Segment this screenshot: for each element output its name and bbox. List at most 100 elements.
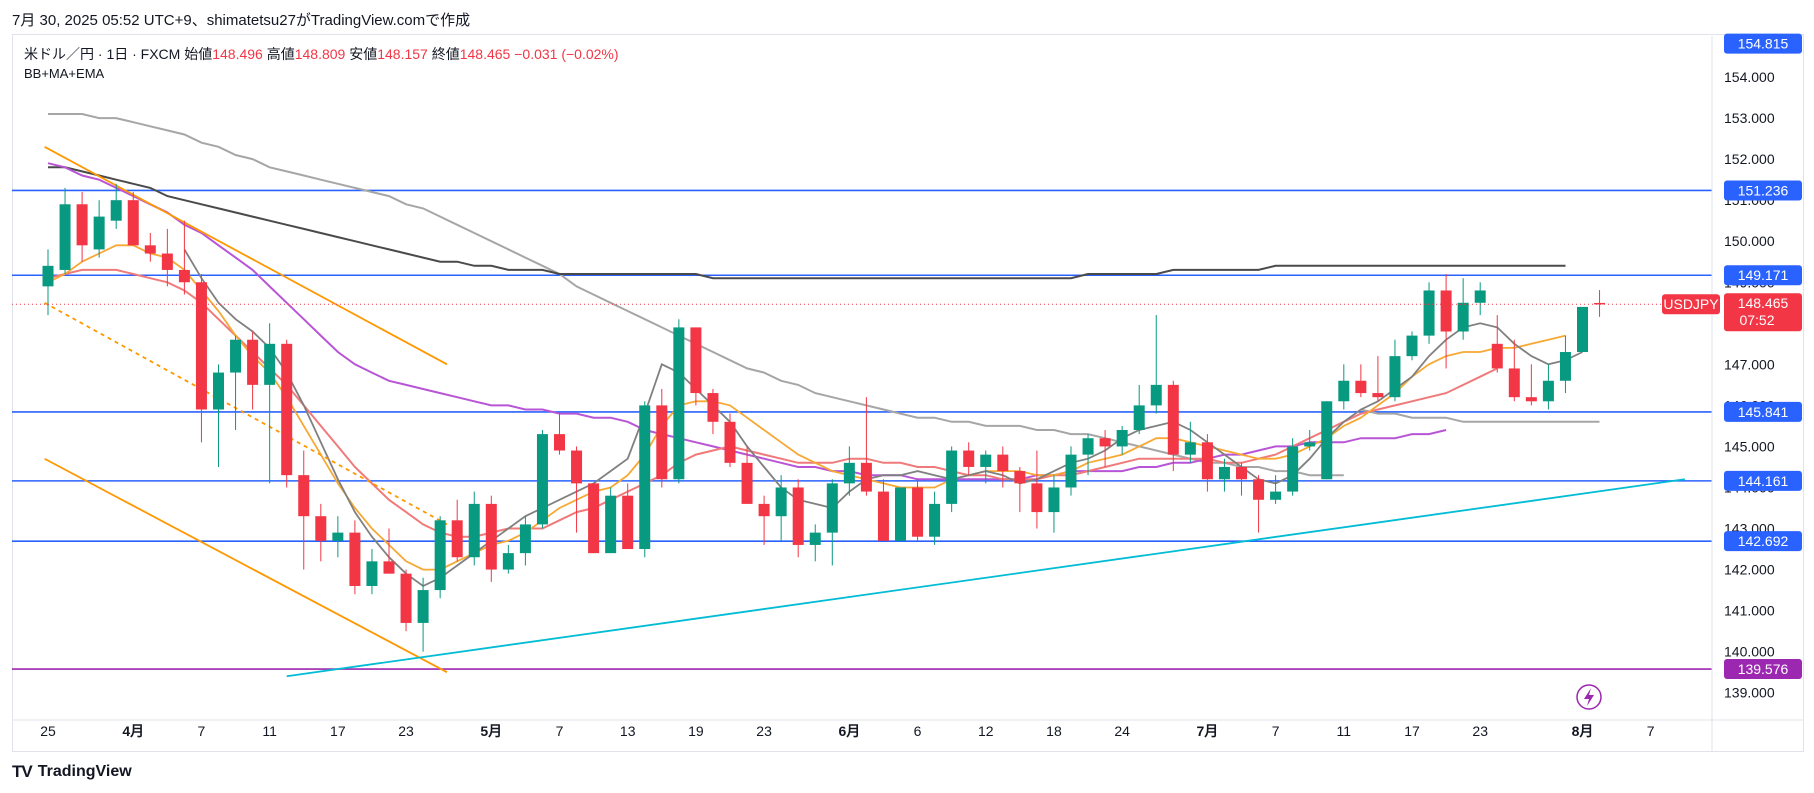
footer-brand[interactable]: TV TradingView: [12, 762, 132, 782]
candle-body: [1116, 430, 1128, 447]
chart-header-timestamp: 7月 30, 2025 05:52 UTC+9、shimatetsu27がTra…: [12, 12, 471, 29]
time-tick-label: 7: [1272, 723, 1280, 739]
legend-high: 148.809: [294, 46, 346, 62]
candle-body: [213, 372, 224, 410]
tradingview-logo-icon: TV: [12, 762, 33, 781]
candle: [673, 319, 685, 484]
candle-body: [1559, 352, 1571, 381]
candle: [809, 524, 821, 562]
time-tick-label: 17: [1404, 723, 1420, 739]
candle-body: [588, 483, 600, 554]
candle: [332, 516, 344, 558]
candle-body: [110, 200, 122, 221]
candle: [93, 200, 105, 258]
candle-body: [997, 454, 1009, 472]
candle-body: [1423, 290, 1435, 336]
level-price-tag-bg: [1724, 265, 1802, 286]
candle-body: [1031, 483, 1043, 513]
legend-low: 148.157: [377, 46, 428, 62]
time-tick-label: 8月: [1572, 723, 1594, 739]
candle-body: [281, 343, 293, 476]
candle-body: [1133, 405, 1145, 431]
candle: [843, 446, 855, 496]
candle-body: [1355, 380, 1367, 394]
level-price-tag: 144.161: [1724, 470, 1802, 491]
candle-body: [519, 524, 531, 554]
candle: [860, 397, 872, 496]
alert-lightning-icon[interactable]: [1576, 684, 1602, 710]
candle: [76, 191, 88, 262]
candle-body: [1270, 491, 1282, 500]
legend-high-label: 高値: [266, 46, 295, 62]
candle-body: [792, 487, 804, 545]
candle: [1184, 421, 1196, 463]
candle: [707, 388, 719, 435]
candle-body: [895, 487, 906, 541]
candle: [1423, 282, 1435, 344]
candle-body: [1218, 466, 1230, 480]
candle-body: [1184, 442, 1196, 455]
time-tick-label: 12: [978, 723, 994, 739]
candle: [622, 483, 634, 550]
price-tick-label: 152.000: [1724, 151, 1775, 167]
candle: [1218, 458, 1230, 492]
time-axis[interactable]: 25 4月 7 11 17 23 5月 7 13 19 23 6月 6 12 18 24 7月 7 11 17 23 8月…: [12, 719, 1804, 739]
candle: [1236, 462, 1247, 496]
candle-body: [1321, 401, 1333, 480]
candle: [178, 220, 190, 295]
candle: [1457, 278, 1469, 340]
symbol-tag-bg: [1662, 294, 1720, 315]
candle-body: [1389, 356, 1401, 398]
candle-body: [59, 204, 71, 270]
level-price-tag: 149.171: [1724, 265, 1802, 286]
candle: [1321, 401, 1333, 480]
legend-symbol[interactable]: 米ドル／円 · 1日 · FXCM: [24, 46, 181, 62]
symbol-tag-text: USDJPY: [1663, 296, 1719, 312]
price-tags: 151.236 149.171 145.841 144.161 142.692 139.5…: [12, 33, 1802, 680]
candle: [929, 491, 941, 545]
candle: [468, 491, 480, 566]
candle-body: [332, 532, 344, 541]
candle-body: [315, 516, 327, 541]
candle-body: [1082, 438, 1094, 455]
bollinger-bands: [48, 113, 1600, 477]
candle: [434, 516, 446, 599]
candle: [315, 503, 327, 562]
symbol-legend[interactable]: 米ドル／円 · 1日 · FXCM 始値148.496 高値148.809 安値…: [24, 44, 619, 64]
candle-body: [1338, 380, 1350, 402]
horizontal-levels: [12, 189, 1712, 670]
candle: [571, 446, 583, 533]
candle: [1577, 306, 1588, 353]
legend-close-label: 終値: [431, 46, 460, 62]
legend-low-label: 安値: [349, 46, 378, 62]
candle: [741, 446, 753, 504]
time-tick-label: 7月: [1197, 723, 1219, 739]
time-tick-label: 23: [1472, 723, 1488, 739]
price-tick-label: 141.000: [1724, 603, 1775, 619]
time-tick-label: 25: [40, 723, 56, 739]
candle-body: [247, 339, 259, 385]
price-tick-label: 147.000: [1724, 356, 1775, 372]
candle: [230, 335, 242, 431]
candle: [213, 364, 224, 467]
time-tick-label: 7: [1647, 723, 1655, 739]
candle-body: [298, 475, 310, 517]
candle-body: [1577, 306, 1588, 353]
candle-body: [230, 339, 242, 373]
candle: [912, 479, 924, 541]
price-axis[interactable]: 154.000153.000152.000151.000150.000149.0…: [1711, 36, 1775, 752]
candle: [1167, 380, 1179, 472]
candle-body: [1491, 343, 1503, 369]
candle-body: [161, 253, 173, 270]
time-tick-label: 11: [262, 723, 277, 739]
candle-body: [195, 282, 207, 410]
candle: [400, 569, 412, 632]
candle-body: [1065, 454, 1077, 488]
candle: [554, 413, 565, 455]
time-tick-label: 11: [1337, 723, 1352, 739]
level-price-tag: 145.841: [1724, 401, 1802, 422]
candle: [298, 450, 310, 570]
indicator-label[interactable]: BB+MA+EMA: [24, 66, 105, 81]
